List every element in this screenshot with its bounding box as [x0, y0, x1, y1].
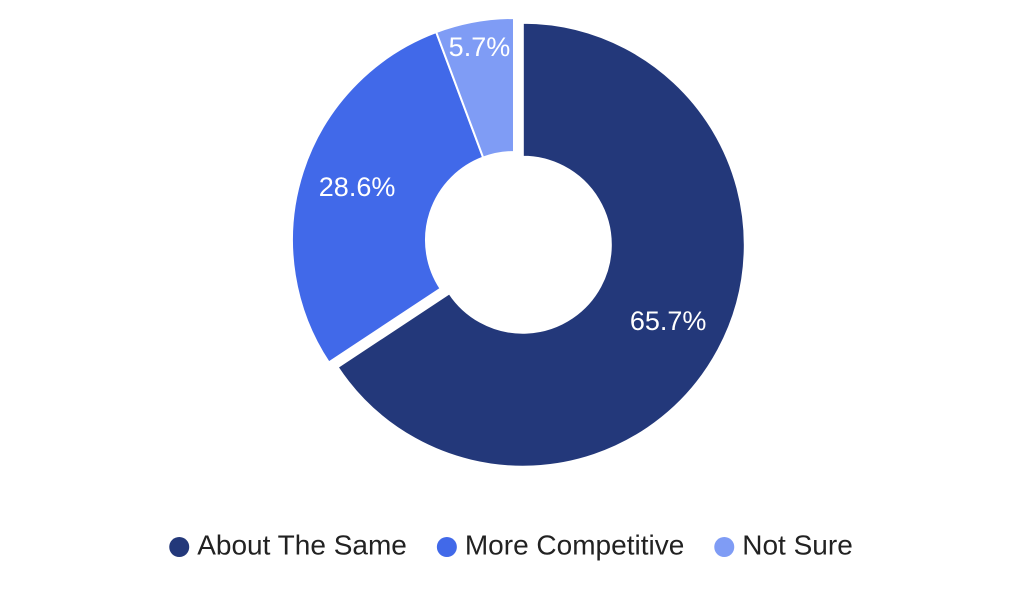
legend-label: Not Sure: [742, 529, 853, 560]
legend-label: More Competitive: [465, 529, 684, 560]
legend-marker: [436, 537, 457, 557]
value-label: 28.6%: [319, 172, 396, 202]
legend-marker: [169, 537, 190, 557]
legend-marker: [714, 537, 735, 557]
slice: [291, 30, 485, 364]
slice: [434, 16, 515, 159]
legend-label: About The Same: [197, 529, 407, 560]
value-label: 65.7%: [630, 306, 707, 336]
value-label: 5.7%: [449, 32, 511, 62]
slice: [336, 21, 746, 468]
